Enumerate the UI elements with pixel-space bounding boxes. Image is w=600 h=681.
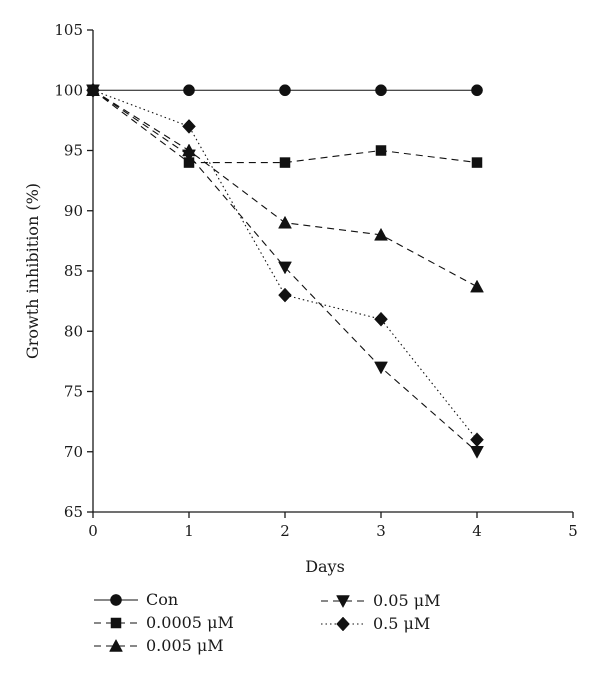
data-point: [471, 84, 483, 97]
y-ticks: 65 70 75 80 85 90 95 100 105: [54, 21, 93, 521]
legend-label: 0.0005 μM: [146, 613, 234, 632]
data-point: [278, 287, 292, 303]
y-tick-label: 75: [64, 383, 83, 401]
series-diamond: [86, 82, 484, 448]
legend-label: Con: [146, 590, 178, 609]
x-tick-label: 1: [184, 522, 194, 540]
legend-marker: [109, 638, 123, 652]
x-axis-label: Days: [305, 557, 345, 576]
series-line: [92, 89, 478, 164]
legend-entry: Con: [94, 590, 178, 609]
legend-label: 0.5 μM: [373, 614, 430, 633]
y-tick-label: 95: [64, 142, 83, 160]
data-point: [279, 84, 291, 97]
series-triangle-up: [86, 83, 484, 293]
legend-entry: 0.5 μM: [321, 614, 430, 633]
x-tick-label: 4: [472, 522, 482, 540]
series-line: [92, 89, 478, 453]
series-triangle-down: [86, 84, 484, 459]
x-tick-label: 2: [280, 522, 290, 540]
data-point: [278, 261, 292, 275]
legend-marker: [110, 617, 122, 629]
y-tick-label: 100: [54, 81, 83, 99]
data-point: [374, 227, 388, 241]
data-point: [182, 149, 196, 163]
x-tick-label: 3: [376, 522, 386, 540]
y-axis-label: Growth inhibition (%): [23, 183, 42, 359]
y-tick-label: 90: [64, 202, 83, 220]
series-line: [92, 89, 478, 441]
y-tick-label: 65: [64, 503, 83, 521]
data-point: [278, 215, 292, 229]
data-point: [374, 361, 388, 375]
x-tick-label: 0: [88, 522, 98, 540]
data-point: [279, 157, 291, 168]
y-tick-label: 85: [64, 262, 83, 280]
y-tick-label: 105: [54, 21, 83, 39]
data-point: [470, 432, 484, 448]
data-point: [183, 84, 195, 97]
series-line: [92, 89, 478, 288]
data-point: [470, 446, 484, 459]
legend-marker: [336, 616, 350, 632]
data-point: [375, 84, 387, 97]
legend-marker: [110, 594, 122, 606]
data-point: [86, 82, 100, 98]
legend-label: 0.05 μM: [373, 591, 441, 610]
legend-entry: 0.05 μM: [321, 591, 441, 610]
x-tick-label: 5: [568, 522, 578, 540]
series-circle: [87, 84, 483, 97]
legend-entry: 0.0005 μM: [94, 613, 234, 632]
axes: [92, 30, 573, 513]
x-ticks: 0 1 2 3 4 5: [88, 512, 578, 540]
data-point: [470, 279, 484, 293]
legend: Con 0.0005 μM 0.005 μM 0.05 μM 0.5 μM: [94, 590, 441, 655]
legend-entry: 0.005 μM: [94, 636, 224, 655]
series-lines: [86, 82, 484, 459]
legend-marker: [336, 595, 350, 609]
data-point: [374, 311, 388, 327]
y-tick-label: 80: [64, 322, 83, 340]
y-tick-label: 70: [64, 443, 83, 461]
data-point: [375, 145, 387, 156]
legend-label: 0.005 μM: [146, 636, 224, 655]
data-point: [471, 157, 483, 168]
data-point: [182, 119, 196, 134]
